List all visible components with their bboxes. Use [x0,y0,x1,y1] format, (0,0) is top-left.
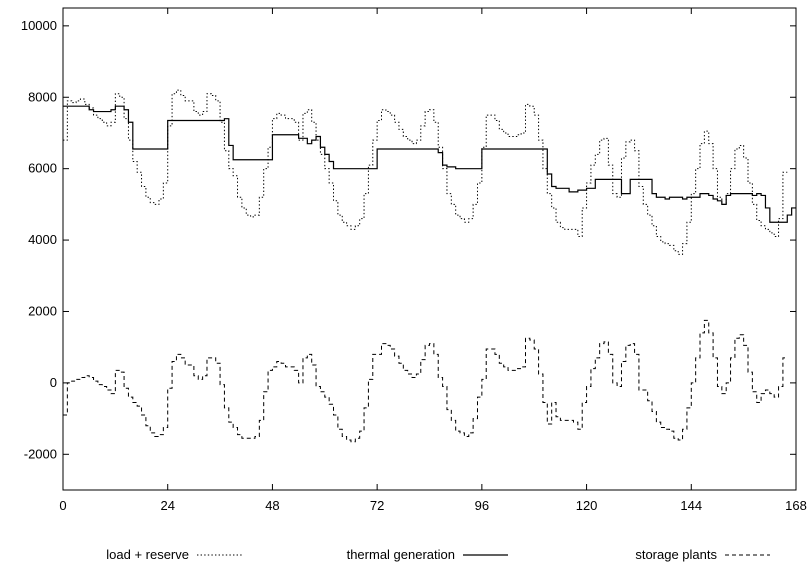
x-tick-label: 24 [160,498,174,513]
y-tick-label: -2000 [24,446,57,461]
x-tick-label: 72 [370,498,384,513]
y-tick-label: 8000 [28,89,57,104]
legend-label: thermal generation [347,547,455,562]
y-tick-label: 10000 [21,18,57,33]
y-tick-label: 0 [50,375,57,390]
y-tick-label: 2000 [28,303,57,318]
legend-label: load + reserve [106,547,189,562]
legend: load + reserve thermal generation storage … [106,547,770,562]
series-line-load-reserve [63,89,788,255]
x-tick-label: 0 [59,498,66,513]
x-tick-label: 144 [680,498,702,513]
series-line-storage-plants [63,319,788,443]
x-tick-label: 96 [475,498,489,513]
y-tick-label: 6000 [28,161,57,176]
y-tick-label: 4000 [28,232,57,247]
series-line-thermal-generation [63,105,796,223]
legend-label: storage plants [635,547,717,562]
x-tick-label: 168 [785,498,807,513]
plot-frame [62,7,797,491]
axis-ticks: -2000 0 2000 4000 6000 8000 10000 0 24 48 72 96 120 1… [21,8,807,513]
x-tick-label: 120 [576,498,598,513]
series-layer [63,89,796,443]
x-tick-label: 48 [265,498,279,513]
